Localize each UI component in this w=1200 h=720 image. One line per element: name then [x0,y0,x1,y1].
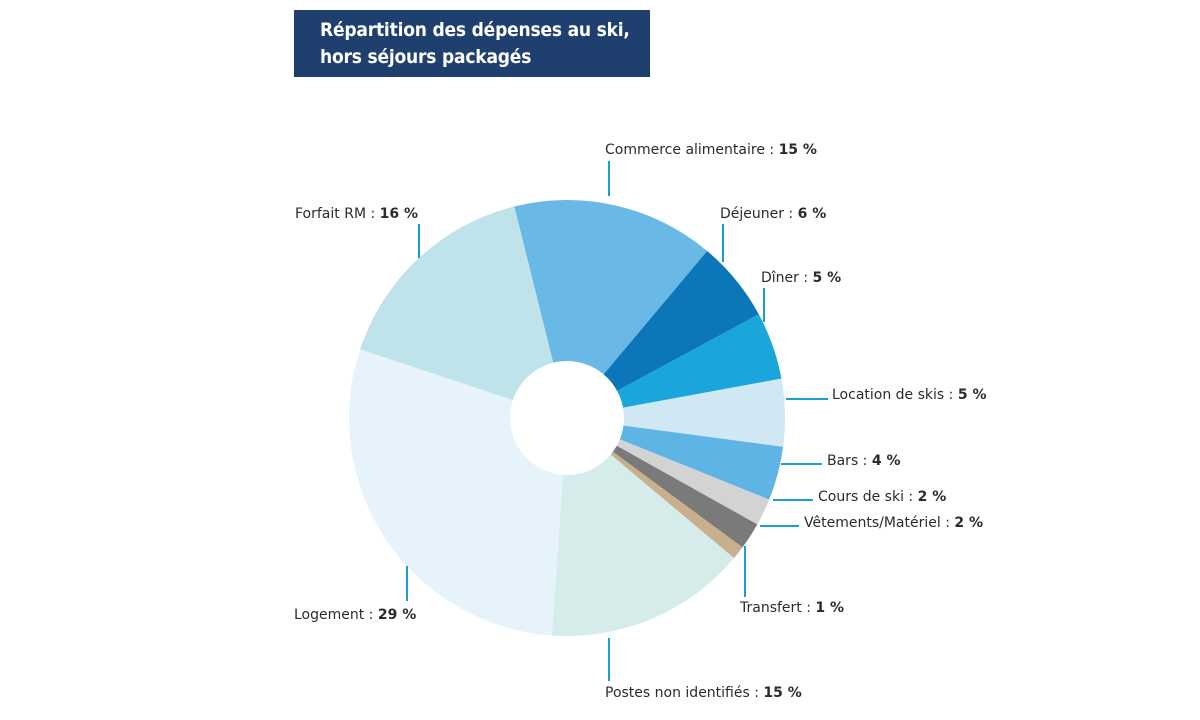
label-vetements-materiel: Vêtements/Matériel : 2 % [804,515,983,531]
chart-title: Répartition des dépenses au ski, hors sé… [294,10,650,77]
chart-title-line-2: hors séjours packagés [320,46,532,68]
slice-dejeuner [567,251,759,418]
slice-location-de-skis [567,378,785,447]
slice-forfait-rm [360,206,567,418]
slice-vetements-materiel [567,418,758,548]
slice-postes-non-identifies [551,418,734,637]
label-cours-de-ski: Cours de ski : 2 % [818,489,946,505]
label-dejeuner: Déjeuner : 6 % [720,206,826,222]
label-commerce-alimentaire: Commerce alimentaire : 15 % [605,142,817,158]
label-diner: Dîner : 5 % [761,270,841,286]
slice-cours-de-ski [567,418,770,525]
label-bars: Bars : 4 % [827,453,901,469]
chart-title-line-1: Répartition des dépenses au ski, [320,19,630,41]
label-transfert: Transfert : 1 % [739,600,844,616]
label-location-de-skis: Location de skis : 5 % [832,387,986,403]
label-logement: Logement : 29 % [294,607,416,623]
donut-hole [510,361,624,475]
slice-bars [567,418,784,500]
slice-diner [567,314,782,418]
label-forfait-rm: Forfait RM : 16 % [295,206,418,222]
label-postes-non-identifies: Postes non identifiés : 15 % [605,685,802,701]
